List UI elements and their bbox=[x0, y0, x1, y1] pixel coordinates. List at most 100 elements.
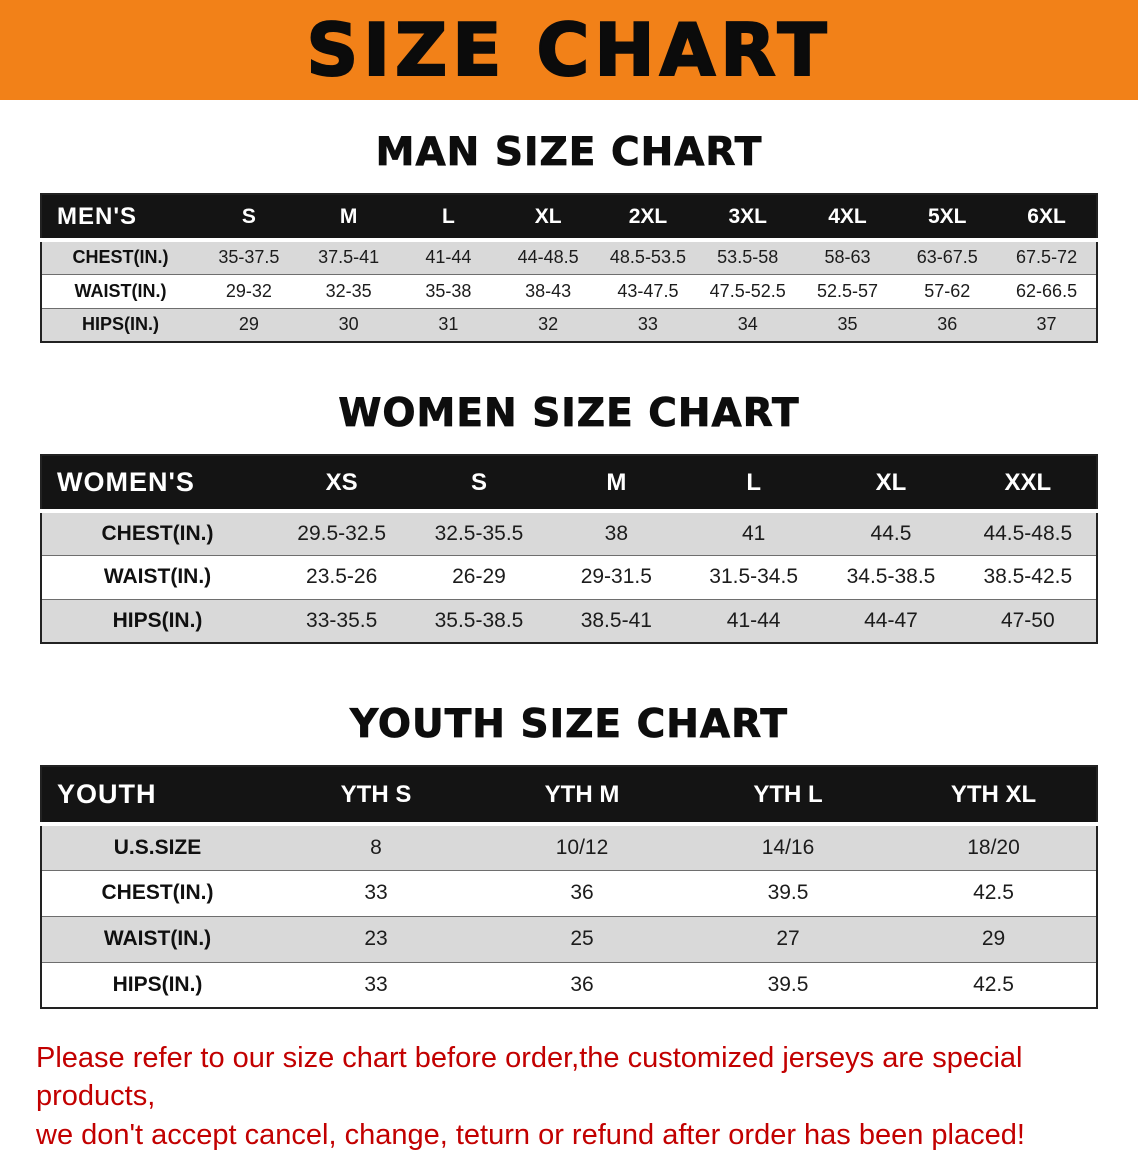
value-cell: 38 bbox=[604, 521, 628, 545]
value-cell: 33 bbox=[273, 961, 479, 1008]
value-cell: 23.5-26 bbox=[273, 554, 411, 599]
value-cell: 53.5-58 bbox=[717, 247, 779, 268]
value-cell: 41 bbox=[741, 521, 766, 545]
value-cell: 37 bbox=[997, 307, 1097, 342]
size-header-cell: YTH L bbox=[685, 766, 891, 826]
row-label-cell: WAIST(IN.) bbox=[41, 554, 273, 599]
value-cell: 23 bbox=[273, 915, 479, 962]
size-header-cell: L bbox=[398, 194, 499, 242]
value-cell: 31.5-34.5 bbox=[684, 554, 823, 599]
value-cell: 29.5-32.5 bbox=[297, 521, 387, 545]
size-header-cell: 3XL bbox=[697, 194, 798, 242]
value-cell: 37.5-41 bbox=[318, 247, 380, 268]
size-header-cell: 6XL bbox=[997, 194, 1097, 242]
value-cell: 35 bbox=[797, 307, 898, 342]
size-header-cell: S bbox=[199, 194, 299, 242]
size-header-cell: M bbox=[547, 455, 685, 513]
size-header-cell: M bbox=[298, 194, 399, 242]
row-label-cell: CHEST(IN.) bbox=[41, 869, 273, 916]
table-header-row: WOMEN'S XS S M L XL XXL bbox=[41, 455, 1097, 513]
value-cell: 33 bbox=[273, 869, 479, 916]
row-label-cell: CHEST(IN.) bbox=[101, 521, 214, 545]
table-header-row: MEN'S S M L XL 2XL 3XL 4XL 5XL 6XL bbox=[41, 194, 1097, 242]
value-cell: 33-35.5 bbox=[273, 598, 411, 643]
value-cell: 63-67.5 bbox=[916, 247, 978, 268]
value-cell: 29-31.5 bbox=[547, 554, 685, 599]
measurement-row: WAIST(IN.) 23.5-26 26-29 29-31.5 31.5-34.5 34… bbox=[41, 554, 1097, 599]
value-cell: 42.5 bbox=[891, 961, 1097, 1008]
value-cell: 33 bbox=[598, 307, 698, 342]
value-cell: 10/12 bbox=[555, 835, 609, 859]
men-size-section: MAN SIZE CHART MEN'S S M L XL 2XL 3XL 4XL 5XL 6XL… bbox=[0, 130, 1138, 343]
youth-size-table: YOUTH YTH S YTH M YTH L YTH XL U.S.SIZE 8 10/12… bbox=[40, 765, 1098, 1009]
value-cell: 35-37.5 bbox=[218, 247, 280, 268]
size-header-cell: 2XL bbox=[598, 194, 698, 242]
table-header-row: YOUTH YTH S YTH M YTH L YTH XL bbox=[41, 766, 1097, 826]
value-cell: 14/16 bbox=[761, 835, 815, 859]
value-cell: 43-47.5 bbox=[598, 273, 698, 308]
measurement-row: HIPS(IN.) 29 30 31 32 33 34 35 36 37 bbox=[41, 307, 1097, 342]
value-cell: 35-38 bbox=[398, 273, 499, 308]
measurement-row: HIPS(IN.) 33-35.5 35.5-38.5 38.5-41 41-44 44-… bbox=[41, 598, 1097, 643]
measurement-row: CHEST(IN.) 33 36 39.5 42.5 bbox=[41, 869, 1097, 916]
value-cell: 47.5-52.5 bbox=[697, 273, 798, 308]
value-cell: 58-63 bbox=[824, 247, 871, 268]
value-cell: 34 bbox=[697, 307, 798, 342]
women-size-section: WOMEN SIZE CHART WOMEN'S XS S M L XL XXL CHEST(… bbox=[0, 391, 1138, 644]
value-cell: 36 bbox=[897, 307, 998, 342]
women-section-heading: WOMEN SIZE CHART bbox=[338, 391, 800, 437]
row-label-cell: U.S.SIZE bbox=[113, 835, 202, 859]
row-label-cell: WAIST(IN.) bbox=[41, 915, 273, 962]
size-header-cell: XXL bbox=[959, 455, 1097, 513]
table-title-cell: MEN'S bbox=[41, 194, 199, 242]
row-label-cell: HIPS(IN.) bbox=[41, 307, 199, 342]
value-cell: 29 bbox=[891, 915, 1097, 962]
size-header-cell: S bbox=[410, 455, 548, 513]
men-size-table: MEN'S S M L XL 2XL 3XL 4XL 5XL 6XL CHEST(IN.) 35-37… bbox=[40, 193, 1098, 343]
youth-section-heading: YOUTH SIZE CHART bbox=[350, 702, 788, 748]
value-cell: 8 bbox=[370, 835, 382, 859]
measurement-row: WAIST(IN.) 29-32 32-35 35-38 38-43 43-47.5 47.… bbox=[41, 273, 1097, 308]
value-cell: 47-50 bbox=[959, 598, 1097, 643]
measurement-row: CHEST(IN.) 35-37.5 37.5-41 41-44 44-48.5 48.5… bbox=[41, 240, 1097, 274]
size-header-cell: XS bbox=[273, 455, 411, 513]
size-header-cell: YTH M bbox=[479, 766, 685, 826]
disclaimer-line-2: we don't accept cancel, change, teturn o… bbox=[36, 1118, 1025, 1151]
value-cell: 32 bbox=[498, 307, 599, 342]
value-cell: 39.5 bbox=[685, 869, 891, 916]
measurement-row: WAIST(IN.) 23 25 27 29 bbox=[41, 915, 1097, 962]
value-cell: 34.5-38.5 bbox=[822, 554, 960, 599]
men-section-heading: MAN SIZE CHART bbox=[375, 130, 763, 176]
size-header-cell: XL bbox=[498, 194, 599, 242]
value-cell: 44.5 bbox=[870, 521, 912, 545]
value-cell: 41-44 bbox=[684, 598, 823, 643]
value-cell: 44-48.5 bbox=[517, 247, 579, 268]
value-cell: 18/20 bbox=[967, 835, 1020, 859]
measurement-row: HIPS(IN.) 33 36 39.5 42.5 bbox=[41, 961, 1097, 1008]
row-label-cell: HIPS(IN.) bbox=[41, 961, 273, 1008]
value-cell: 36 bbox=[479, 961, 685, 1008]
value-cell: 31 bbox=[398, 307, 499, 342]
value-cell: 35.5-38.5 bbox=[410, 598, 548, 643]
value-cell: 42.5 bbox=[891, 869, 1097, 916]
value-cell: 38.5-41 bbox=[547, 598, 685, 643]
value-cell: 38-43 bbox=[498, 273, 599, 308]
table-title-cell: WOMEN'S bbox=[41, 455, 273, 513]
value-cell: 26-29 bbox=[410, 554, 548, 599]
table-title-cell: YOUTH bbox=[41, 766, 273, 826]
value-cell: 48.5-53.5 bbox=[609, 247, 686, 268]
size-header-cell: YTH S bbox=[273, 766, 479, 826]
value-cell: 62-66.5 bbox=[997, 273, 1097, 308]
women-size-table: WOMEN'S XS S M L XL XXL CHEST(IN.) 29.5-32.5 32.5… bbox=[40, 454, 1098, 644]
youth-size-section: YOUTH SIZE CHART YOUTH YTH S YTH M YTH L YTH… bbox=[0, 702, 1138, 1009]
value-cell: 44.5-48.5 bbox=[983, 521, 1073, 545]
disclaimer-line-1: Please refer to our size chart before or… bbox=[36, 1042, 1023, 1113]
banner: SIZE CHART bbox=[0, 0, 1138, 100]
value-cell: 27 bbox=[685, 915, 891, 962]
value-cell: 32.5-35.5 bbox=[434, 521, 524, 545]
value-cell: 39.5 bbox=[685, 961, 891, 1008]
value-cell: 25 bbox=[479, 915, 685, 962]
value-cell: 41-44 bbox=[425, 247, 472, 268]
value-cell: 67.5-72 bbox=[1016, 247, 1078, 268]
